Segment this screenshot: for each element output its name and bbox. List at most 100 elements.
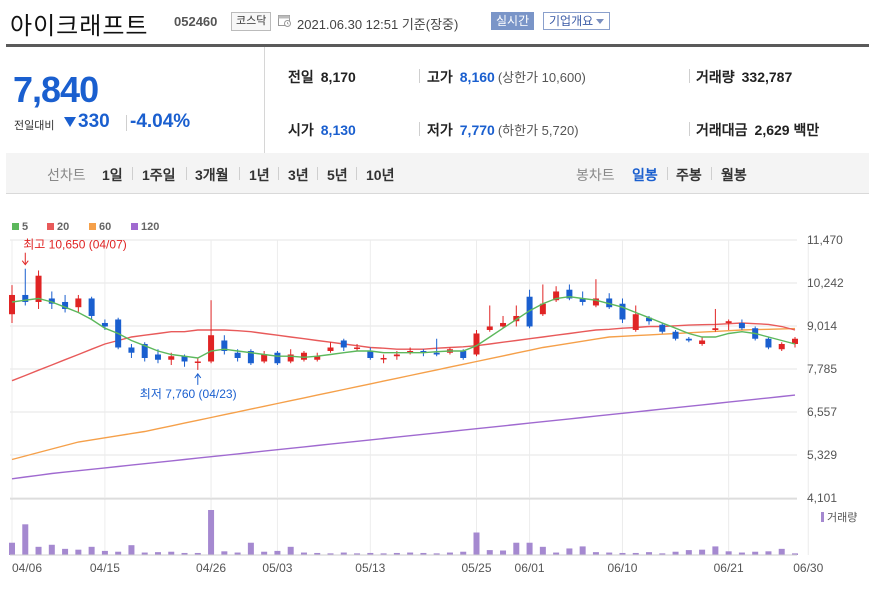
candle-body — [539, 303, 546, 315]
candle-body — [699, 340, 706, 344]
candle-body — [168, 356, 175, 360]
volume-bar — [393, 552, 400, 555]
low-cell: 저가 7,770 (하한가 5,720) — [427, 120, 579, 140]
volume-bar — [725, 551, 732, 555]
candle-body — [420, 350, 427, 353]
volume-bar — [115, 551, 122, 555]
y-tick-label: 6,557 — [807, 405, 837, 419]
period-1w[interactable]: 1주일 — [142, 167, 176, 183]
candle-body — [340, 340, 347, 348]
open-label: 시가 — [288, 122, 314, 138]
volume-bar — [327, 553, 334, 555]
candle-body — [380, 357, 387, 360]
volume-bar — [194, 552, 201, 555]
volume-bar — [88, 546, 95, 555]
open-value: 8,130 — [320, 122, 356, 138]
candle-body — [433, 352, 440, 355]
candle-daily[interactable]: 일봉 — [632, 167, 658, 183]
volume-bar — [35, 546, 42, 555]
period-5y[interactable]: 5년 — [327, 167, 348, 183]
candle-body — [35, 275, 42, 302]
candle-body — [247, 350, 254, 364]
candle-monthly[interactable]: 월봉 — [721, 167, 747, 183]
datetime-value: 2021.06.30 12:51 — [297, 17, 399, 32]
candle-body — [778, 343, 785, 350]
candle-body — [407, 350, 414, 353]
candle-body — [606, 298, 613, 308]
candle-body — [592, 298, 599, 306]
company-info-label: 기업개요 — [549, 14, 594, 28]
candle-body — [486, 326, 493, 330]
candles-group — [9, 268, 798, 370]
volume-bar — [181, 552, 188, 555]
volume-group: 거래량 — [9, 510, 857, 555]
volume-bar — [300, 552, 307, 555]
ma5-line — [11, 295, 796, 359]
volume-bar — [579, 546, 586, 555]
period-1y[interactable]: 1년 — [249, 167, 270, 183]
volume-bar — [553, 552, 560, 555]
low-label: 저가 — [427, 122, 453, 138]
cell-divider — [689, 69, 690, 83]
candle-body — [765, 338, 772, 348]
period-divider — [239, 167, 240, 180]
candle-body — [128, 347, 135, 353]
candle-body — [792, 338, 798, 344]
upper-limit-label: 상한가 — [502, 70, 539, 85]
volume-bar — [526, 542, 533, 555]
period-divider — [356, 167, 357, 180]
realtime-button[interactable]: 실시간 — [491, 12, 535, 30]
volume-bar — [619, 552, 626, 555]
trade-value-cell: 거래대금 2,629 백만 — [696, 120, 819, 140]
chart-grid — [10, 239, 809, 555]
candle-body — [738, 322, 745, 329]
volume-bar — [460, 551, 467, 555]
volume-bar — [48, 544, 55, 555]
header-divider — [6, 44, 869, 47]
line-chart-label: 선차트 — [47, 167, 86, 183]
low-annotation: 최저 7,760 (04/23) — [140, 387, 237, 401]
volume-bar — [699, 549, 706, 555]
period-bar: 선차트 1일 1주일 3개월 1년 3년 5년 10년 봉차트 일봉 주봉 월봉 — [6, 153, 869, 194]
legend-swatch-60 — [89, 223, 96, 230]
period-3y[interactable]: 3년 — [288, 167, 309, 183]
volume-cell: 거래량 332,787 — [696, 67, 792, 87]
volume-bar — [752, 551, 759, 555]
market-badge: 코스닥 — [231, 12, 272, 31]
x-tick-label: 04/06 — [12, 561, 42, 575]
x-tick-label: 06/21 — [714, 561, 744, 575]
volume-bar — [659, 553, 666, 555]
volume-value: 332,787 — [741, 69, 793, 85]
company-info-dropdown[interactable]: 기업개요 — [543, 12, 611, 30]
y-tick-label: 5,329 — [807, 448, 837, 462]
legend-swatch-20 — [47, 223, 54, 230]
volume-bar — [62, 548, 69, 555]
candle-body — [327, 347, 334, 351]
company-name: 아이크래프트 — [10, 13, 149, 40]
volume-bar — [765, 551, 772, 555]
candle-weekly[interactable]: 주봉 — [676, 167, 702, 183]
volume-bar — [367, 552, 374, 555]
volume-bar — [287, 546, 294, 555]
candle-body — [261, 354, 268, 362]
period-10y[interactable]: 10년 — [366, 167, 395, 183]
volume-bar — [168, 551, 175, 555]
prev-close-value: 8,170 — [320, 69, 356, 85]
volume-bar — [513, 542, 520, 555]
volume-label: 거래량 — [696, 69, 735, 85]
title-bar: 아이크래프트 052460 코스닥 2021.06.30 12:51 기준(장중… — [0, 0, 869, 44]
volume-bar — [672, 551, 679, 555]
period-3m[interactable]: 3개월 — [195, 167, 229, 183]
ma120-line — [11, 394, 796, 480]
volume-bar — [592, 552, 599, 555]
volume-bar — [606, 552, 613, 555]
period-1d[interactable]: 1일 — [102, 167, 123, 183]
candle-body — [221, 340, 228, 351]
x-tick-label: 05/13 — [355, 561, 385, 575]
down-triangle-icon — [64, 117, 76, 127]
volume-bar — [154, 552, 161, 555]
prev-close-cell: 전일 8,170 — [288, 67, 356, 87]
change-percent: -4.04% — [130, 111, 191, 132]
candle-body — [154, 354, 161, 360]
volume-bar — [274, 550, 281, 555]
